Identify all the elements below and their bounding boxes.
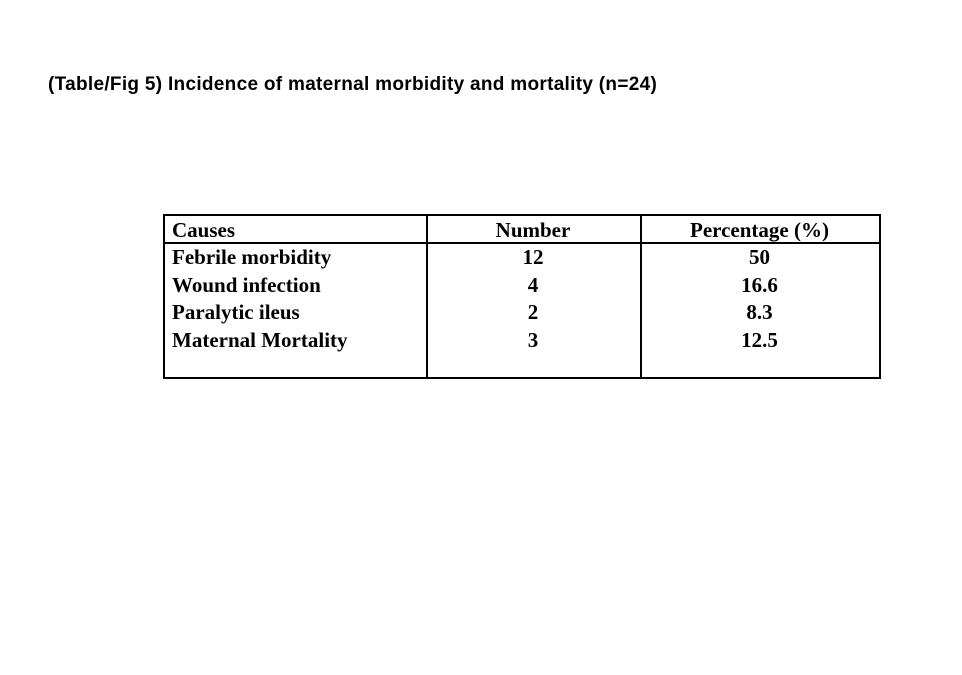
column-header-number: Number [495,217,571,242]
column-header-percentage: Percentage (%) [690,217,829,242]
column-divider-line-1 [426,216,428,377]
cell-cause: Maternal Mortality [172,327,348,352]
cell-cause: Febrile morbidity [172,245,332,270]
cell-percentage: 16.6 [741,272,778,297]
cell-number: 3 [527,327,539,352]
cell-cause: Paralytic ileus [172,300,300,325]
data-table: Causes Number Percentage (%) Febrile mor… [163,214,881,379]
cell-cause: Wound infection [172,272,321,297]
table-grid: Causes Number Percentage (%) Febrile mor… [165,216,879,377]
cell-percentage: 50 [749,245,770,270]
header-divider-line [165,242,879,244]
cell-percentage: 12.5 [741,327,778,352]
cell-number: 4 [527,272,539,297]
column-header-causes: Causes [172,217,236,242]
cell-number: 2 [527,300,539,325]
figure-title: (Table/Fig 5) Incidence of maternal morb… [48,74,658,95]
cell-number: 12 [522,245,544,270]
column-divider-line-2 [640,216,642,377]
cell-percentage: 8.3 [746,300,773,325]
